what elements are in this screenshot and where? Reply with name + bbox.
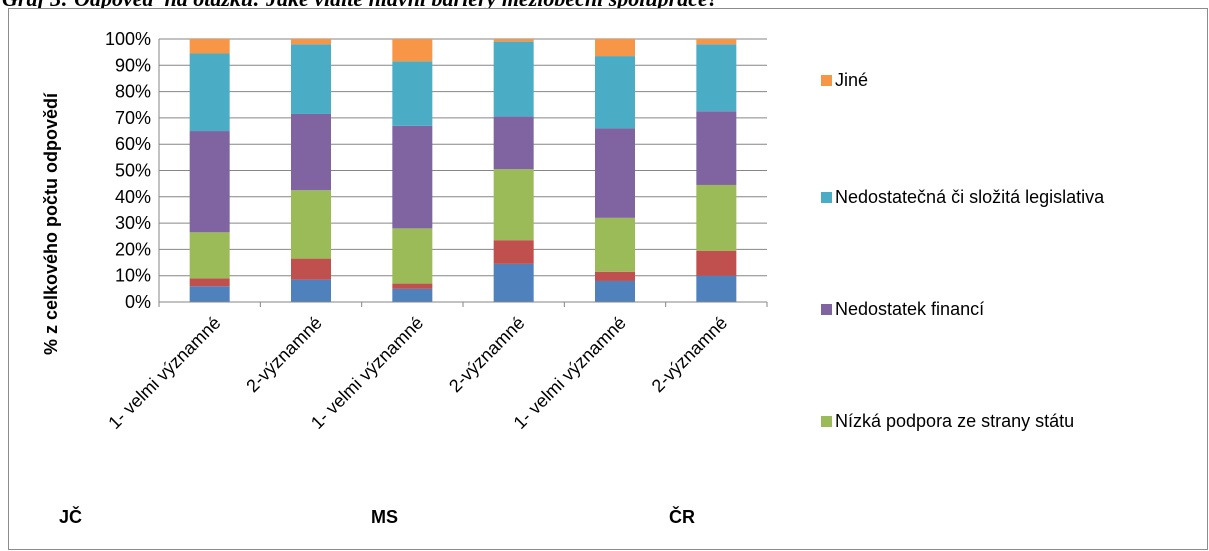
bar-segment [392,288,433,302]
y-tick-label: 30% [115,213,151,233]
y-tick-label: 50% [115,161,151,181]
bar-segment [291,113,331,191]
bar-segment [291,258,331,280]
bar-segment [696,111,737,185]
bar-segment [291,39,331,45]
y-tick-label: 0% [125,292,151,312]
bar-segment [392,228,433,284]
bar-segment [493,240,534,264]
bar-segment [392,39,433,62]
y-axis-title: % z celkového počtu odpovědí [41,92,61,355]
bar-segment [189,278,230,287]
figure-caption: Graf 3: Odpověď na otázku: Jaké vidíte h… [2,0,1207,10]
x-tick-label: 2-významné [648,313,731,396]
legend-label: Nízká podpora ze strany státu [835,411,1075,431]
x-tick-label: 1- velmi významné [510,313,630,433]
bar-segment [189,232,230,279]
bar-segment [595,56,635,129]
x-tick-label: 1- velmi významné [307,313,427,433]
x-tick-label: 1- velmi významné [104,313,224,433]
bar-segment [696,39,737,45]
group-label: MS [371,507,398,527]
legend-label: Jiné [835,70,869,90]
legend-label: Nedostatek financí [835,299,985,319]
bar-segment [493,263,534,302]
y-tick-label: 80% [115,82,151,102]
bar-segment [696,44,737,112]
axes [158,39,768,307]
bar-segment [696,184,737,251]
chart-frame: 0% 10% 20% 30% 40% 50% 60% 70% 80% 90% 100% 1- vel… [8,8,1208,550]
x-tick-label: 2-významné [445,313,528,396]
legend-item: Nedostatek financí [821,299,984,320]
bar-segment [696,250,737,276]
bar-segment [392,283,433,289]
bar-segment [595,217,635,272]
x-tick-label: 2-významné [242,313,325,396]
gridlines [159,38,767,303]
legend-swatch [821,304,832,315]
bar-segment [696,275,737,302]
y-tick-label: 100% [105,29,151,49]
bar-segment [189,39,230,54]
y-tick-label: 40% [115,187,151,207]
bar-segment [493,39,534,42]
legend-label: Nedostatečná či složitá legislativa [835,187,1105,207]
y-tick-label: 90% [115,55,151,75]
chart-plot: 0% 10% 20% 30% 40% 50% 60% 70% 80% 90% 100% 1- vel… [41,29,768,433]
group-label: JČ [59,507,83,527]
legend-item: Nízká podpora ze strany státu [821,411,1074,432]
bar-segment [595,280,635,302]
bar-segment [189,53,230,132]
legend-swatch [821,192,832,203]
legend-swatch [821,416,832,427]
bar-segment [189,286,230,302]
y-tick-label: 10% [115,266,151,286]
legend-swatch [821,75,832,86]
legend-item: Jiné [821,70,868,91]
bar-segment [392,125,433,229]
group-label: ČR [669,507,695,527]
bar-segment [493,41,534,117]
bar-segment [595,271,635,281]
bar-segment [392,61,433,126]
bar-segment [595,39,635,57]
y-tick-label: 20% [115,239,151,259]
bar-segment [291,279,331,302]
bar-segment [291,190,331,259]
y-tick-labels: 0% 10% 20% 30% 40% 50% 60% 70% 80% 90% 100% [105,29,151,312]
bar-segment [493,116,534,170]
y-tick-label: 70% [115,108,151,128]
bars [189,39,737,302]
bar-segment [189,131,230,233]
y-tick-label: 60% [115,134,151,154]
bar-segment [595,128,635,218]
legend-item: Nedostatečná či složitá legislativa [821,187,1104,208]
bar-segment [291,44,331,114]
bar-segment [493,169,534,241]
